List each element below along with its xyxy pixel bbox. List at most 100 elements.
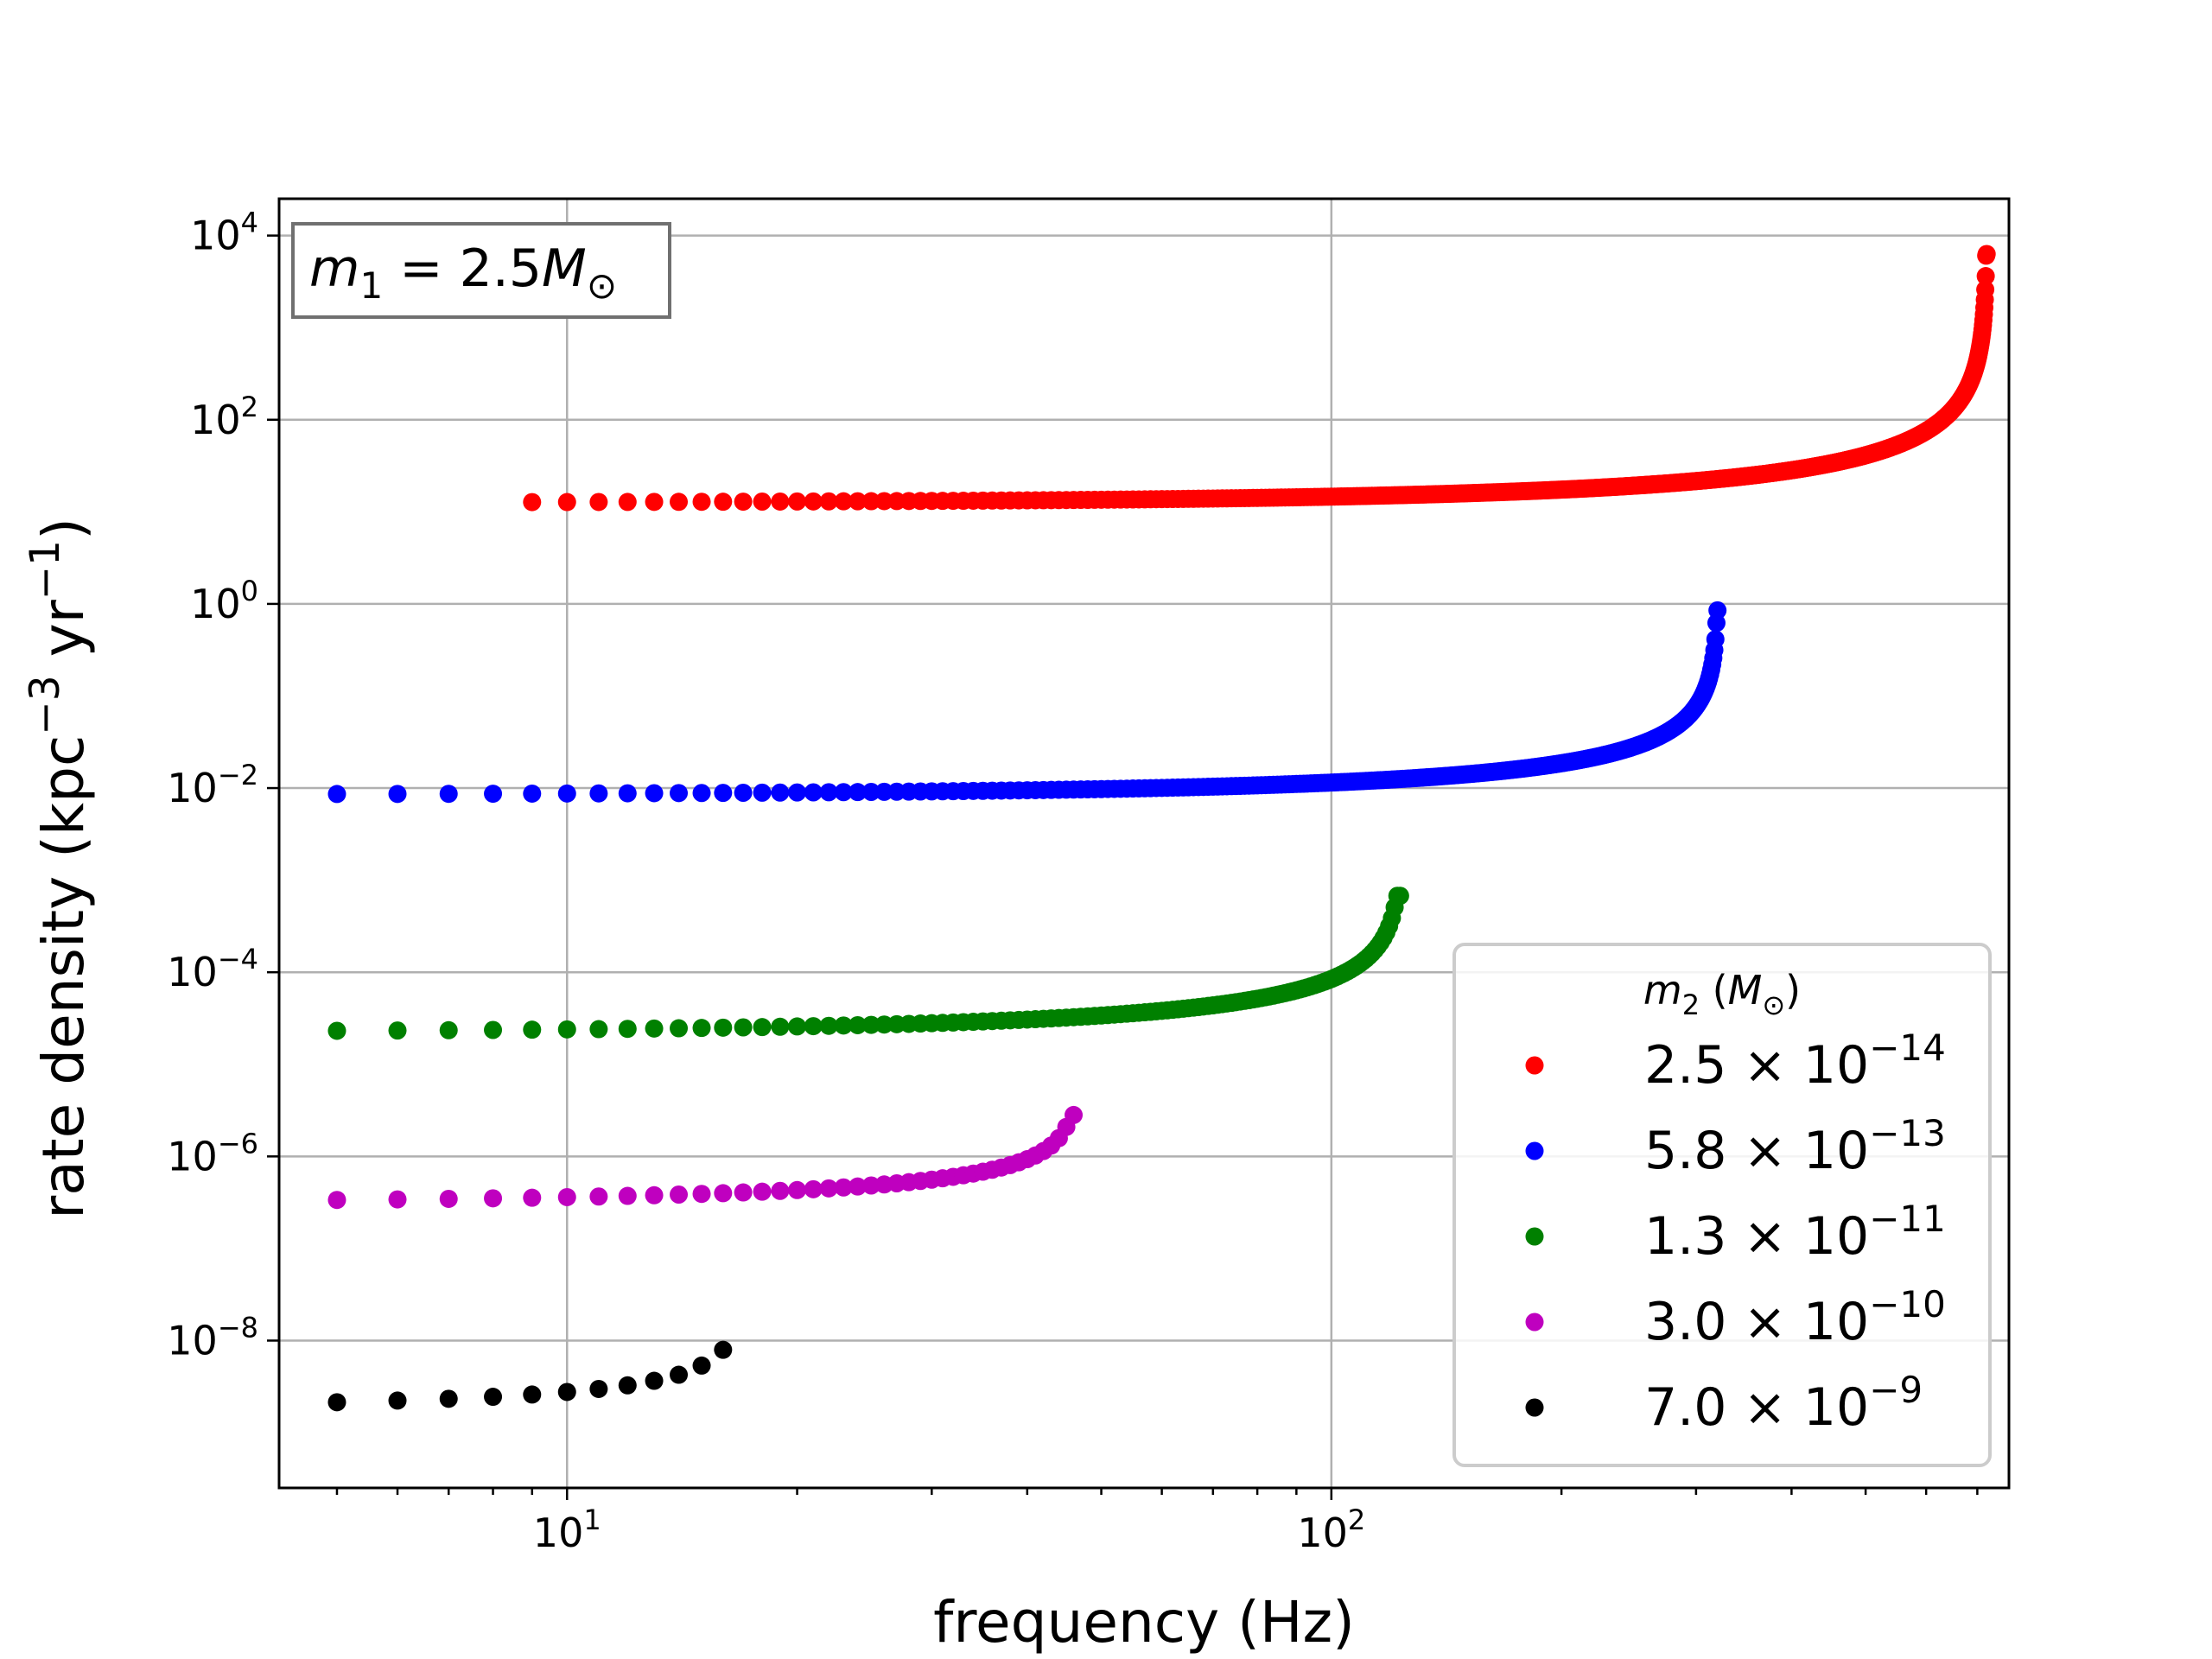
data-point: [484, 1388, 503, 1407]
data-point: [557, 493, 576, 512]
data-point: [771, 1181, 790, 1200]
legend-frame: [1452, 943, 1992, 1467]
data-point: [861, 1176, 880, 1195]
legend-entry: 5.8 × 10−13: [1525, 1112, 1946, 1181]
series-2: [327, 601, 1727, 804]
data-point: [714, 493, 733, 512]
data-point: [388, 1190, 407, 1209]
y-tick-label: 10−6: [167, 1127, 258, 1179]
data-point: [849, 1015, 868, 1034]
data-point: [771, 492, 790, 511]
data-points: [327, 245, 1996, 1412]
data-point: [589, 493, 608, 512]
data-point: [589, 784, 608, 803]
data-point: [1976, 280, 1995, 299]
data-point: [692, 1019, 711, 1038]
y-tick-label: 10−4: [167, 943, 258, 995]
data-point: [439, 1389, 458, 1408]
series-1: [523, 245, 1996, 512]
x-tick-label: 101: [533, 1503, 601, 1556]
x-tick-label: 102: [1297, 1503, 1365, 1556]
y-tick-labels: 104 102 100 10−2 10−4 10−6 10−8: [167, 207, 258, 1364]
data-point: [557, 784, 576, 803]
data-point: [819, 783, 838, 802]
data-point: [484, 785, 503, 804]
data-point: [692, 784, 711, 803]
y-tick-label: 10−2: [167, 759, 258, 811]
data-point: [834, 1178, 853, 1197]
data-point: [819, 1179, 838, 1198]
legend-marker: [1525, 1227, 1544, 1246]
legend: m2 (M⊙) 2.5 × 10−14 5.8 × 10−13 1.3 × 10−1…: [1452, 943, 1992, 1467]
data-point: [484, 1020, 503, 1039]
data-point: [788, 783, 807, 802]
data-point: [439, 785, 458, 804]
data-point: [557, 1382, 576, 1402]
y-tick-label: 104: [190, 207, 258, 259]
x-axis-label: frequency (Hz): [933, 1589, 1355, 1656]
data-point: [618, 1376, 637, 1395]
data-point: [771, 1017, 790, 1036]
data-point: [692, 493, 711, 512]
y-axis-label: rate density (kpc−3 yr−1): [22, 518, 97, 1219]
data-point: [670, 784, 689, 803]
legend-entry: 3.0 × 10−10: [1525, 1283, 1946, 1352]
data-point: [523, 1020, 542, 1039]
data-point: [804, 1179, 823, 1198]
data-point: [753, 1018, 772, 1037]
data-point: [834, 1016, 853, 1035]
data-point: [618, 1020, 637, 1039]
data-point: [327, 785, 346, 804]
data-point: [589, 1379, 608, 1398]
data-point: [834, 492, 853, 511]
data-point: [819, 492, 838, 511]
data-point: [670, 1019, 689, 1038]
data-point: [692, 1185, 711, 1204]
ticks: [267, 234, 1979, 1500]
data-point: [753, 1182, 772, 1201]
data-point: [645, 784, 664, 803]
data-point: [670, 493, 689, 512]
data-point: [1977, 245, 1996, 264]
data-point: [439, 1020, 458, 1039]
legend-marker: [1525, 1398, 1544, 1417]
data-point: [861, 492, 880, 511]
legend-label: 3.0 × 10−10: [1644, 1283, 1946, 1352]
data-point: [439, 1189, 458, 1208]
data-point: [753, 493, 772, 512]
legend-entry: 1.3 × 10−11: [1525, 1198, 1946, 1267]
annotation-m1: m1 = 2.5M⊙: [291, 222, 671, 319]
data-point: [645, 1371, 664, 1390]
data-point: [523, 1188, 542, 1207]
data-point: [714, 1340, 733, 1359]
data-point: [557, 1187, 576, 1206]
data-point: [327, 1021, 346, 1040]
data-point: [670, 1185, 689, 1205]
data-point: [788, 492, 807, 511]
data-point: [788, 1180, 807, 1199]
data-point: [714, 1018, 733, 1037]
data-point: [388, 785, 407, 804]
legend-label: 5.8 × 10−13: [1644, 1112, 1946, 1181]
data-point: [1976, 267, 1995, 286]
data-point: [804, 1017, 823, 1036]
data-point: [753, 783, 772, 802]
data-point: [523, 1385, 542, 1404]
legend-label: 7.0 × 10−9: [1644, 1369, 1923, 1438]
data-point: [618, 493, 637, 512]
series-4: [327, 1105, 1084, 1210]
data-point: [819, 1016, 838, 1035]
data-point: [1706, 630, 1725, 649]
data-point: [849, 492, 868, 511]
legend-entry: 2.5 × 10−14: [1525, 1027, 1946, 1096]
axes-frame: [277, 197, 2011, 1490]
legend-title: m2 (M⊙): [1643, 967, 1801, 1021]
data-point: [1390, 887, 1409, 906]
legend-marker: [1525, 1313, 1544, 1332]
data-point: [714, 1184, 733, 1203]
data-point: [327, 1191, 346, 1210]
legend-entries: 2.5 × 10−14 5.8 × 10−13 1.3 × 10−11 3.0 × 1…: [1525, 1027, 1946, 1438]
legend-label: 1.3 × 10−11: [1644, 1198, 1946, 1267]
y-tick-label: 10−8: [167, 1311, 258, 1363]
data-point: [692, 1356, 711, 1375]
